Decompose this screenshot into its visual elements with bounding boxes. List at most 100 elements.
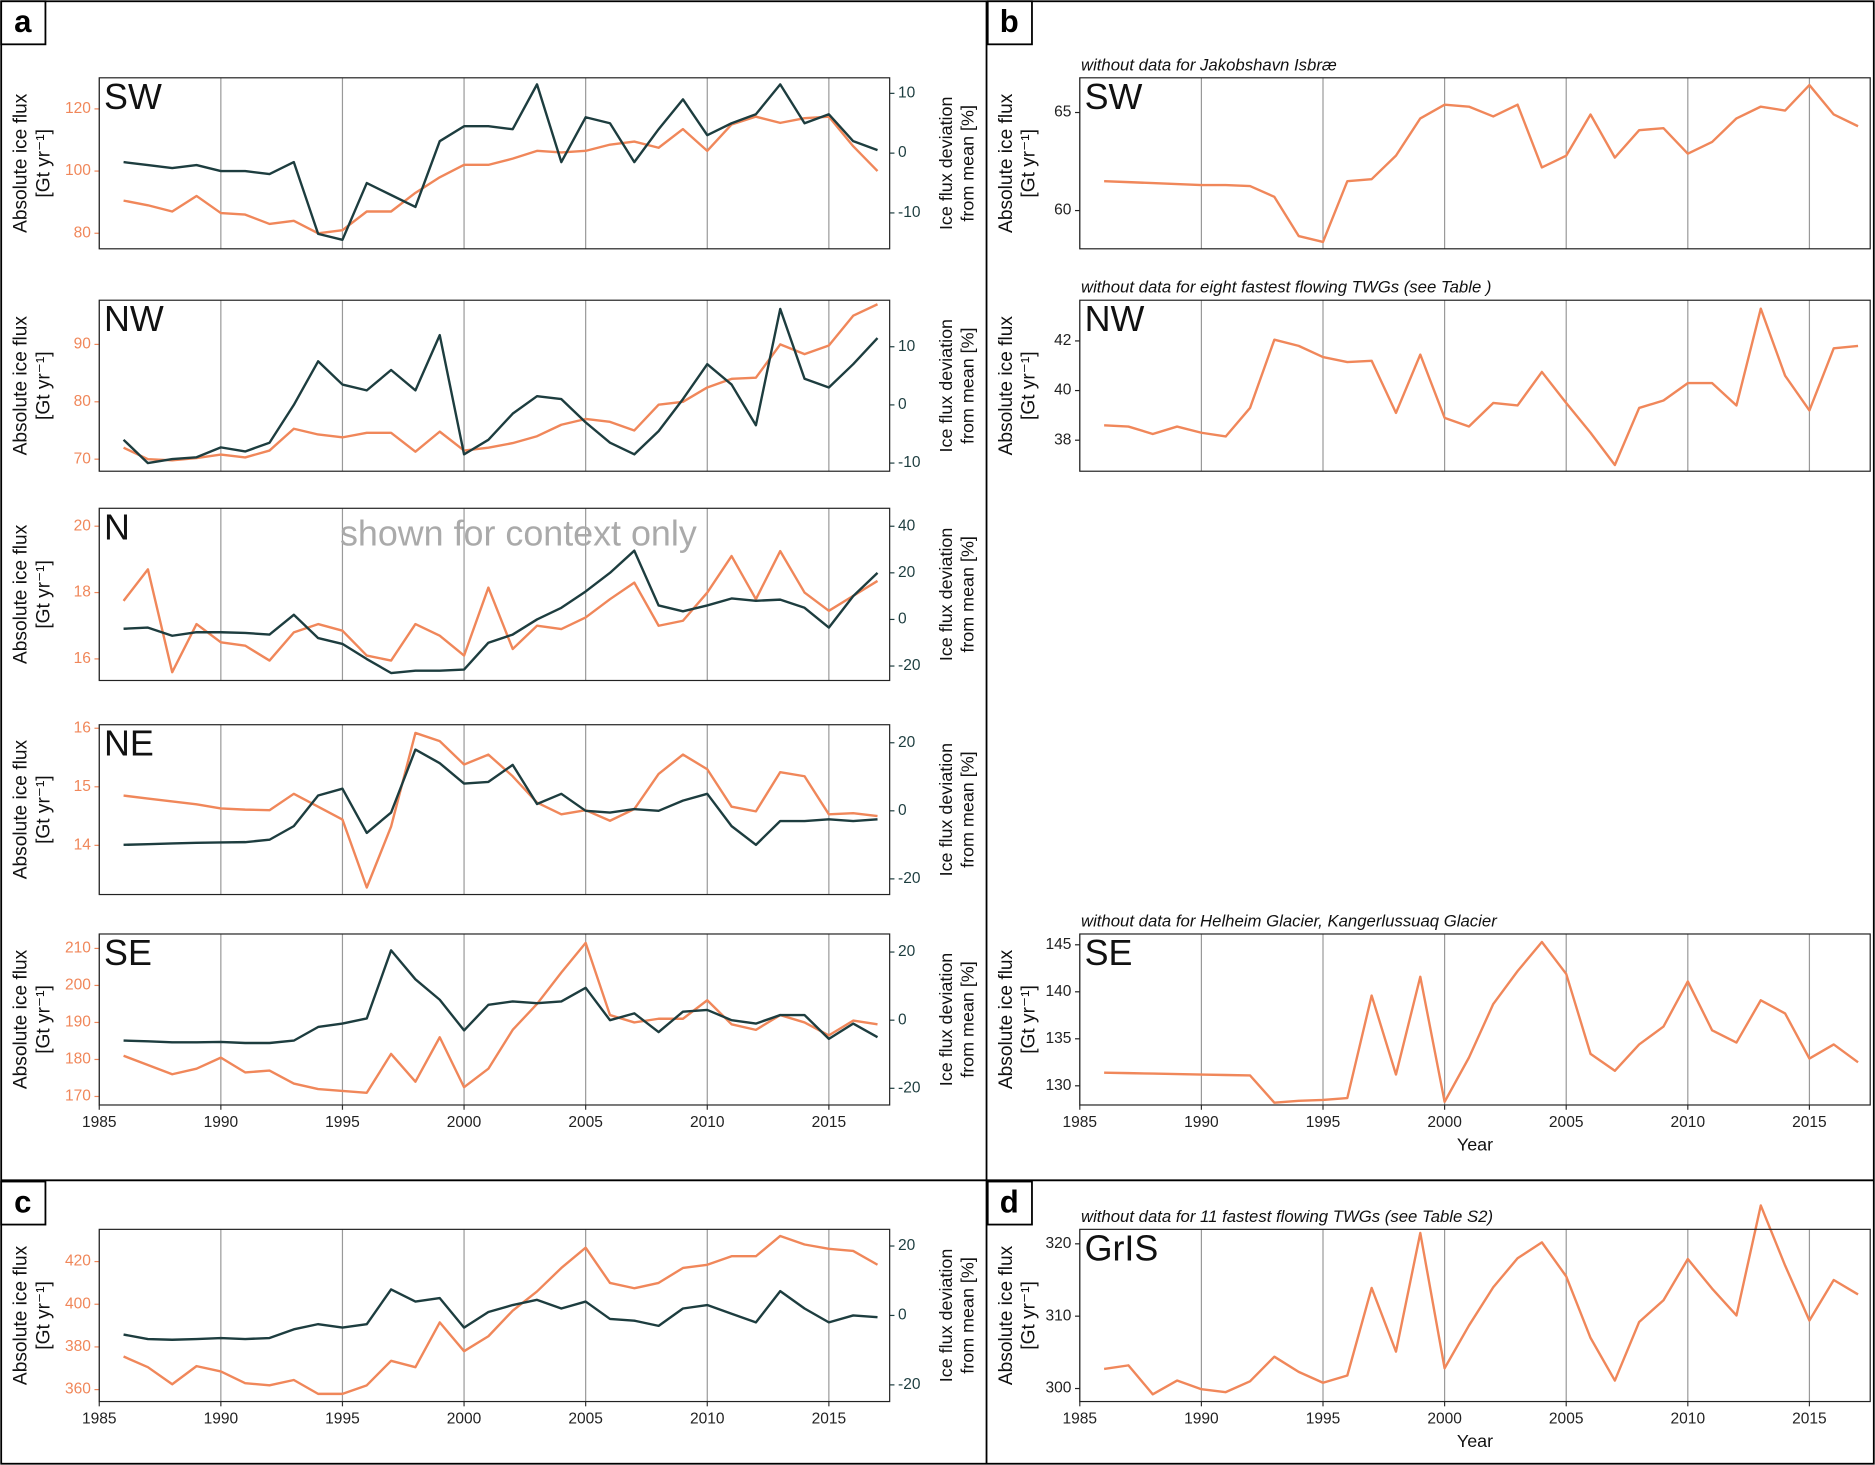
y-axis-label: Absolute ice flux: [11, 949, 32, 1089]
data-line: [122, 549, 879, 674]
plot-frame: [98, 1228, 891, 1403]
x-tick-label: 2010: [690, 1411, 725, 1428]
data-line: [1104, 83, 1859, 244]
y-axis-label: Absolute ice flux: [996, 949, 1017, 1089]
plot-frame: [98, 724, 891, 896]
x-tick-label: 2010: [1671, 1411, 1706, 1428]
y-axis-label: [Gt yr⁻¹]: [33, 129, 54, 198]
subtitle: without data for 11 fastest flowing TWGs…: [1081, 1207, 1493, 1226]
y-tick-label: 16: [74, 650, 91, 667]
panel-label-box: [986, 1180, 1033, 1226]
region-label: SE: [1085, 933, 1133, 973]
y-tick-label: 360: [65, 1381, 91, 1398]
y2-axis-label: from mean [%]: [957, 105, 977, 222]
region-label: SE: [104, 933, 152, 973]
x-tick-label: 2005: [568, 1114, 603, 1131]
y-axis-label: [Gt yr⁻¹]: [33, 351, 54, 420]
plot-area: [99, 300, 890, 472]
plot-frame: [1079, 1228, 1871, 1403]
y-axis-label: [Gt yr⁻¹]: [1019, 351, 1040, 420]
y2-tick-label: 0: [898, 396, 907, 413]
y2-tick-label: 0: [898, 1307, 907, 1324]
y2-tick-label: 10: [898, 84, 916, 101]
y-axis-label: [Gt yr⁻¹]: [1019, 129, 1040, 198]
subtitle: without data for Helheim Glacier, Kanger…: [1081, 911, 1498, 930]
data-line: [123, 731, 878, 889]
y-tick-label: 90: [74, 336, 92, 353]
region-label: SW: [104, 77, 162, 117]
plot-area: [99, 1229, 890, 1402]
plot-area: [1079, 77, 1871, 249]
region-label: GrIS: [1085, 1228, 1159, 1268]
x-tick-label: 2015: [812, 1411, 847, 1428]
y2-axis-label: from mean [%]: [957, 327, 977, 444]
data-line: [123, 949, 879, 1045]
y-axis-label: Absolute ice flux: [11, 316, 32, 456]
y-tick-label: 80: [74, 224, 92, 241]
y2-tick-label: -20: [898, 1079, 921, 1096]
panel-label: d: [1000, 1184, 1019, 1219]
x-tick-label: 2005: [1549, 1114, 1584, 1131]
x-tick-label: 2000: [1427, 1114, 1462, 1131]
x-tick-label: 1990: [1184, 1114, 1219, 1131]
plot-area: [1079, 300, 1871, 472]
y2-tick-label: 0: [898, 1011, 907, 1028]
plot-frame: [98, 507, 891, 682]
y-tick-label: 14: [74, 836, 92, 853]
y-tick-label: 65: [1054, 104, 1071, 121]
y-tick-label: 200: [65, 977, 91, 994]
x-tick-label: 1985: [1063, 1114, 1098, 1131]
x-tick-label: 1995: [1306, 1411, 1341, 1428]
y2-tick-label: 40: [898, 517, 916, 534]
y-tick-label: 15: [74, 778, 91, 795]
x-tick-label: 2010: [1671, 1114, 1706, 1131]
y-tick-label: 100: [65, 162, 91, 179]
data-line: [122, 307, 879, 465]
y-axis-label: [Gt yr⁻¹]: [1019, 1281, 1040, 1350]
y-axis-label: Absolute ice flux: [996, 316, 1017, 456]
y2-tick-label: 0: [898, 802, 907, 819]
y2-axis-label: from mean [%]: [957, 961, 977, 1078]
x-tick-label: 1985: [82, 1114, 117, 1131]
y-axis-label: [Gt yr⁻¹]: [33, 560, 54, 629]
region-label: NW: [104, 299, 164, 339]
y2-axis-label: Ice flux deviation: [936, 97, 956, 231]
y-tick-label: 380: [65, 1338, 91, 1355]
x-tick-label: 1995: [325, 1411, 360, 1428]
y-tick-label: 300: [1046, 1380, 1072, 1397]
y2-tick-label: 10: [898, 338, 916, 355]
y2-tick-label: 0: [898, 611, 907, 628]
panel-label: a: [14, 4, 32, 39]
y2-tick-label: -20: [898, 657, 921, 674]
y-axis-label: [Gt yr⁻¹]: [33, 775, 54, 844]
y-tick-label: 140: [1046, 983, 1072, 1000]
data-line: [1104, 307, 1859, 467]
data-line: [123, 1288, 878, 1341]
y-axis-label: Absolute ice flux: [11, 524, 32, 664]
plot-area: [1079, 933, 1871, 1105]
y-axis-label: Absolute ice flux: [11, 1245, 32, 1385]
y-axis-label: [Gt yr⁻¹]: [33, 985, 54, 1054]
y-axis-label: Absolute ice flux: [11, 740, 32, 880]
x-tick-label: 1995: [325, 1114, 360, 1131]
data-line: [123, 115, 879, 235]
y2-axis-label: from mean [%]: [957, 536, 977, 653]
x-tick-label: 2015: [1792, 1411, 1827, 1428]
region-label: NE: [104, 724, 154, 764]
y2-axis-label: Ice flux deviation: [936, 528, 956, 662]
y-tick-label: 60: [1054, 202, 1072, 219]
y-tick-label: 80: [74, 393, 92, 410]
y-tick-label: 70: [74, 450, 92, 467]
data-line: [123, 83, 878, 242]
panel-label: b: [1000, 4, 1019, 39]
plot-frame: [98, 933, 891, 1106]
plot-frame: [98, 299, 891, 472]
y-axis-label: Absolute ice flux: [996, 1245, 1017, 1385]
y-tick-label: 310: [1046, 1307, 1072, 1324]
panel-label-box: [0, 0, 47, 46]
subplot: 1985 1990 1995 2000 2005 2010 2015 130 135 140 145…: [996, 911, 1871, 1154]
panel-label-box: [0, 1180, 47, 1226]
y-axis-label: [Gt yr⁻¹]: [1019, 985, 1040, 1054]
y2-tick-label: 0: [898, 144, 907, 161]
